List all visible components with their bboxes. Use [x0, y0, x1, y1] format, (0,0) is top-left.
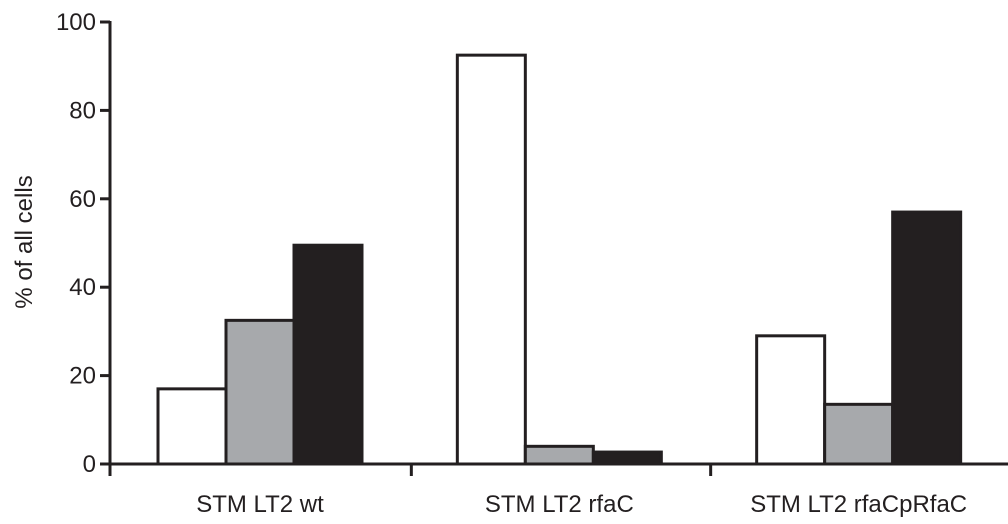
bar-1-2 [455, 53, 527, 466]
bar-3-1 [292, 243, 364, 466]
category-label: STM LT2 rfaCpRfaC [750, 491, 967, 518]
bar-2-3 [823, 402, 895, 466]
axes [100, 21, 1008, 476]
y-tick-label: 80 [69, 97, 96, 124]
y-tick-label: 60 [69, 186, 96, 213]
y-tick-label: 0 [83, 451, 96, 478]
y-axis-ticks: 0 20 40 60 80 100 [56, 9, 110, 478]
bar-2-1 [224, 318, 296, 466]
bar-3-2 [591, 450, 663, 466]
bar-1-3 [755, 334, 827, 466]
bars [156, 53, 963, 466]
x-axis-labels: STM LT2 wt STM LT2 rfaC STM LT2 rfaCpRfaC [196, 491, 967, 518]
bar-1-1 [156, 387, 228, 466]
bar-2-2 [523, 444, 595, 466]
y-tick-label: 20 [69, 363, 96, 390]
y-tick-label: 40 [69, 274, 96, 301]
category-label: STM LT2 rfaC [485, 491, 634, 518]
bar-3-3 [891, 210, 963, 466]
y-axis-title: % of all cells [11, 175, 38, 308]
y-tick-label: 100 [56, 9, 96, 36]
category-label: STM LT2 wt [196, 491, 324, 518]
